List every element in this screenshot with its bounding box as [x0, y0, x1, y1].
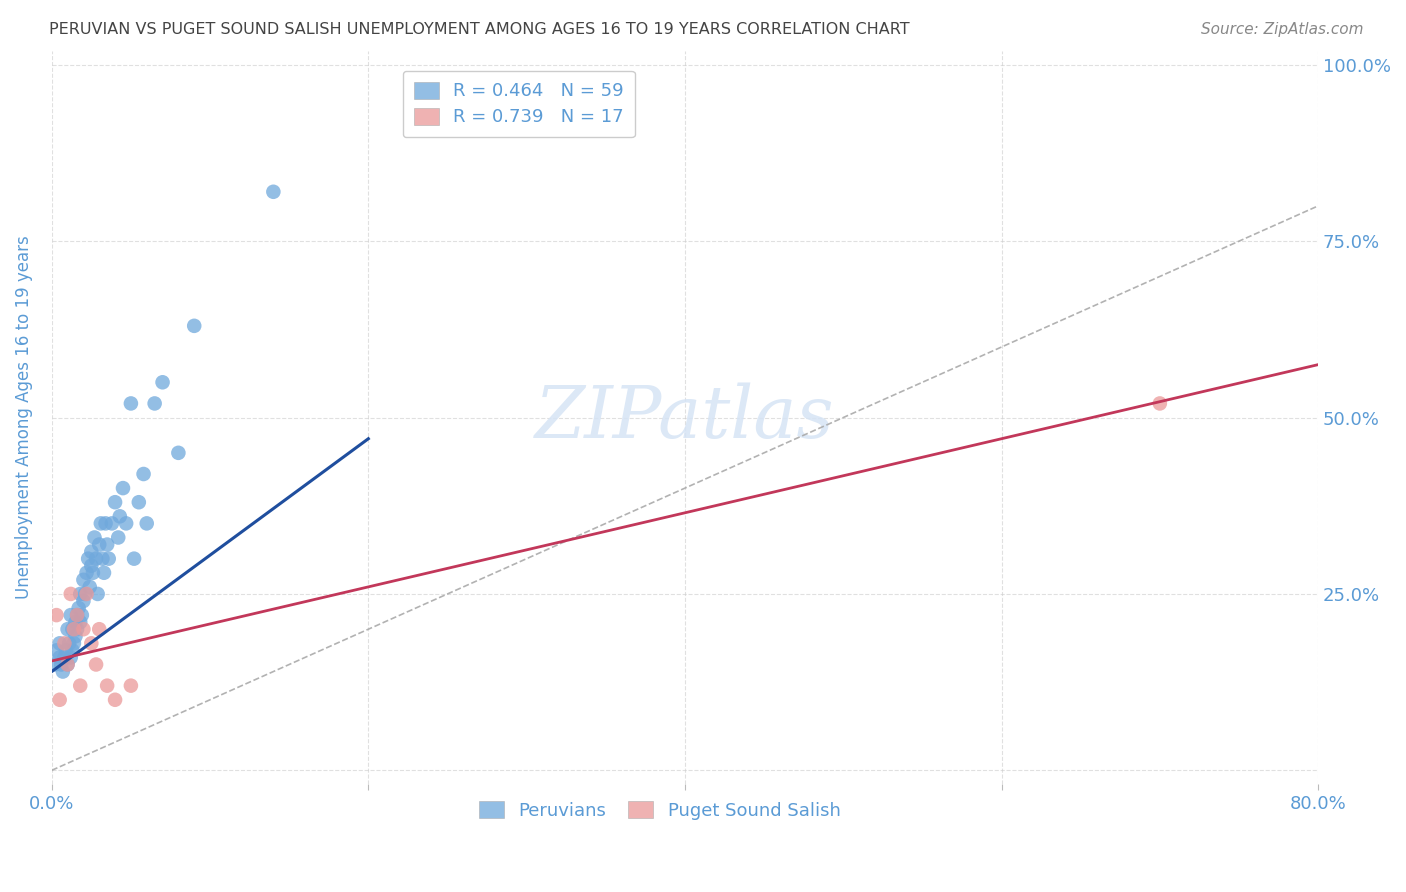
- Point: [60, 622, 83, 636]
- Point: [132, 467, 155, 481]
- Point: [183, 318, 205, 333]
- Point: [72, 622, 94, 636]
- Point: [96, 537, 118, 551]
- Point: [262, 185, 284, 199]
- Point: [59, 608, 82, 623]
- Point: [97, 551, 120, 566]
- Point: [143, 396, 166, 410]
- Point: [94, 516, 117, 531]
- Point: [152, 376, 174, 390]
- Point: [84, 657, 107, 672]
- Point: [59, 587, 82, 601]
- Point: [122, 551, 145, 566]
- Point: [128, 495, 150, 509]
- Point: [1149, 396, 1171, 410]
- Point: [90, 516, 112, 531]
- Point: [93, 566, 115, 580]
- Point: [55, 643, 77, 657]
- Point: [76, 566, 98, 580]
- Point: [65, 629, 87, 643]
- Text: Source: ZipAtlas.com: Source: ZipAtlas.com: [1201, 22, 1364, 37]
- Point: [115, 516, 138, 531]
- Point: [70, 608, 93, 623]
- Point: [101, 516, 124, 531]
- Point: [44, 657, 66, 672]
- Point: [111, 481, 134, 495]
- Point: [52, 665, 75, 679]
- Text: PERUVIAN VS PUGET SOUND SALISH UNEMPLOYMENT AMONG AGES 16 TO 19 YEARS CORRELATIO: PERUVIAN VS PUGET SOUND SALISH UNEMPLOYM…: [49, 22, 910, 37]
- Point: [60, 643, 83, 657]
- Point: [69, 587, 91, 601]
- Point: [80, 558, 103, 573]
- Point: [48, 692, 70, 706]
- Point: [77, 551, 100, 566]
- Point: [73, 587, 96, 601]
- Point: [67, 601, 90, 615]
- Point: [89, 622, 111, 636]
- Point: [56, 657, 79, 672]
- Text: ZIPatlas: ZIPatlas: [536, 383, 835, 453]
- Point: [66, 622, 89, 636]
- Point: [79, 580, 101, 594]
- Point: [65, 615, 87, 629]
- Point: [45, 643, 67, 657]
- Point: [84, 551, 107, 566]
- Point: [76, 587, 98, 601]
- Point: [53, 636, 76, 650]
- Point: [63, 636, 86, 650]
- Point: [56, 622, 79, 636]
- Point: [83, 531, 105, 545]
- Point: [104, 495, 127, 509]
- Point: [45, 608, 67, 623]
- Point: [91, 551, 114, 566]
- Point: [72, 594, 94, 608]
- Legend: Peruvians, Puget Sound Salish: Peruvians, Puget Sound Salish: [471, 794, 848, 827]
- Point: [120, 679, 142, 693]
- Point: [66, 608, 89, 623]
- Point: [86, 587, 108, 601]
- Y-axis label: Unemployment Among Ages 16 to 19 years: Unemployment Among Ages 16 to 19 years: [15, 235, 32, 599]
- Point: [58, 636, 80, 650]
- Point: [66, 608, 89, 623]
- Point: [96, 679, 118, 693]
- Point: [82, 566, 104, 580]
- Point: [69, 615, 91, 629]
- Point: [108, 509, 131, 524]
- Point: [72, 573, 94, 587]
- Point: [63, 622, 86, 636]
- Point: [167, 446, 190, 460]
- Point: [135, 516, 157, 531]
- Point: [80, 636, 103, 650]
- Point: [120, 396, 142, 410]
- Point: [48, 636, 70, 650]
- Point: [59, 650, 82, 665]
- Point: [53, 650, 76, 665]
- Point: [80, 544, 103, 558]
- Point: [56, 657, 79, 672]
- Point: [104, 692, 127, 706]
- Point: [48, 650, 70, 665]
- Point: [89, 537, 111, 551]
- Point: [69, 679, 91, 693]
- Point: [107, 531, 129, 545]
- Point: [51, 657, 73, 672]
